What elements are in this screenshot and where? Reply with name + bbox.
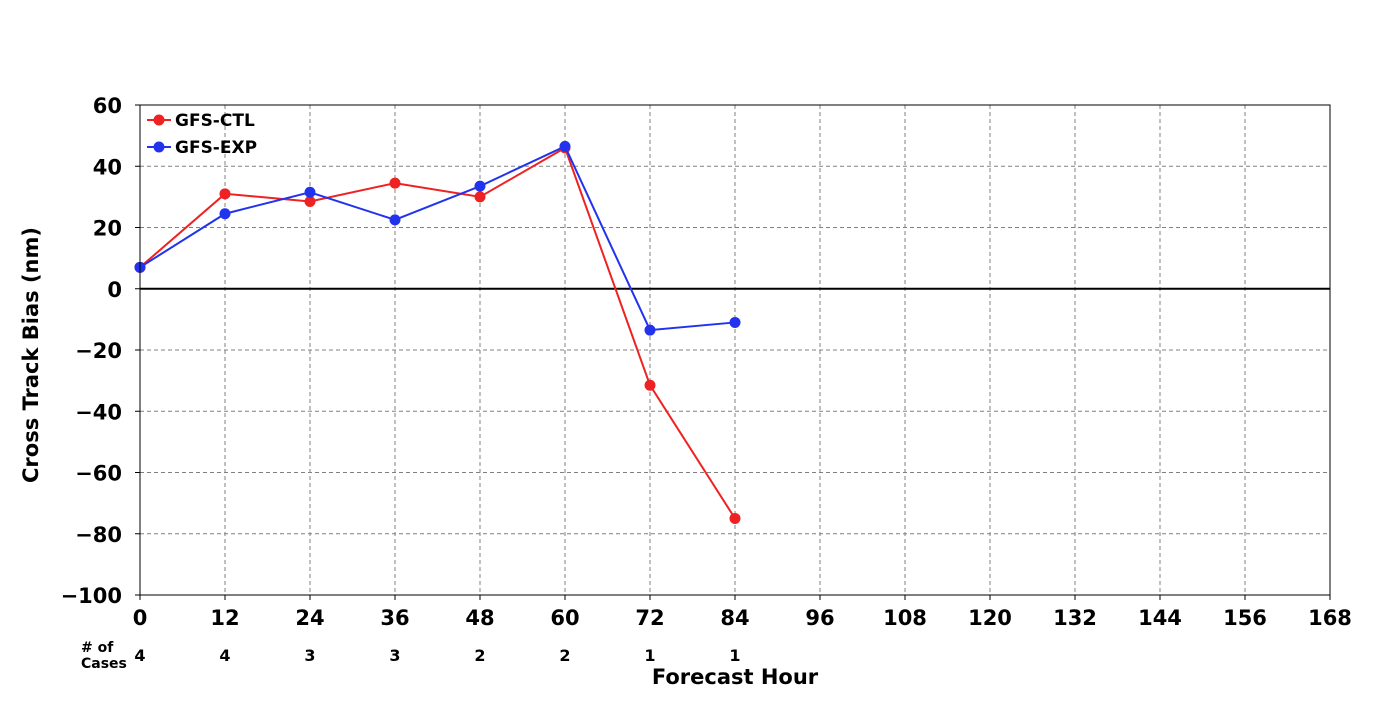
- cases-value: 1: [644, 646, 655, 665]
- x-tick-label: 12: [210, 606, 239, 630]
- y-tick-label: 40: [93, 155, 122, 179]
- y-tick-label: 20: [93, 217, 122, 241]
- data-point-gfs-exp: [644, 324, 656, 336]
- x-tick-label: 36: [380, 606, 409, 630]
- cases-value: 4: [219, 646, 230, 665]
- y-tick-label: 60: [93, 94, 122, 118]
- x-tick-label: 144: [1138, 606, 1182, 630]
- legend-swatch-marker: [153, 114, 165, 126]
- cases-value: 1: [729, 646, 740, 665]
- x-axis-title: Forecast Hour: [652, 665, 819, 689]
- data-point-gfs-exp: [219, 208, 231, 220]
- legend-label: GFS-EXP: [175, 138, 257, 158]
- x-tick-label: 60: [550, 606, 579, 630]
- y-axis-title: Cross Track Bias (nm): [19, 227, 43, 483]
- x-tick-label: 0: [133, 606, 148, 630]
- data-point-gfs-ctl: [304, 195, 316, 207]
- y-tick-label: −100: [61, 584, 122, 608]
- legend: GFS-CTL GFS-EXP: [147, 111, 257, 158]
- y-tick-label: 0: [107, 278, 122, 302]
- data-point-gfs-ctl: [474, 191, 486, 203]
- x-tick-label: 120: [968, 606, 1012, 630]
- cases-value: 2: [474, 646, 485, 665]
- series-layer: [134, 140, 741, 524]
- x-tick-label: 108: [883, 606, 927, 630]
- data-point-gfs-ctl: [729, 512, 741, 524]
- x-tick-label: 48: [465, 606, 494, 630]
- data-point-gfs-exp: [559, 140, 571, 152]
- data-point-gfs-exp: [474, 180, 486, 192]
- legend-swatch-marker: [153, 141, 165, 153]
- data-point-gfs-exp: [389, 214, 401, 226]
- cases-label-line2: Cases: [81, 656, 127, 672]
- y-tick-label: −60: [75, 462, 122, 486]
- x-tick-label: 96: [805, 606, 834, 630]
- x-tick-label: 132: [1053, 606, 1097, 630]
- x-tick-label: 84: [720, 606, 749, 630]
- data-point-gfs-ctl: [389, 177, 401, 189]
- series-line-gfs-exp: [139, 145, 736, 332]
- cases-value: 4: [134, 646, 145, 665]
- cases-value: 3: [304, 646, 315, 665]
- legend-label: GFS-CTL: [175, 111, 255, 131]
- y-tick-label: −40: [75, 400, 122, 424]
- y-tick-label: −20: [75, 339, 122, 363]
- cases-value: 3: [389, 646, 400, 665]
- cases-value: 2: [559, 646, 570, 665]
- data-point-gfs-ctl: [644, 379, 656, 391]
- x-tick-label: 72: [635, 606, 664, 630]
- y-tick-label: −80: [75, 523, 122, 547]
- data-point-gfs-exp: [729, 316, 741, 328]
- tick-labels-layer: 0 12 24 36 48 60 72 84 96 108 120 132 144 156 168 60 40 2…: [61, 94, 1352, 630]
- x-tick-label: 24: [295, 606, 324, 630]
- data-point-gfs-ctl: [219, 188, 231, 200]
- x-tick-label: 168: [1308, 606, 1352, 630]
- cases-label-line1: # of: [81, 640, 114, 656]
- x-tick-label: 156: [1223, 606, 1267, 630]
- series-line-gfs-ctl: [139, 146, 736, 519]
- data-point-gfs-exp: [304, 186, 316, 198]
